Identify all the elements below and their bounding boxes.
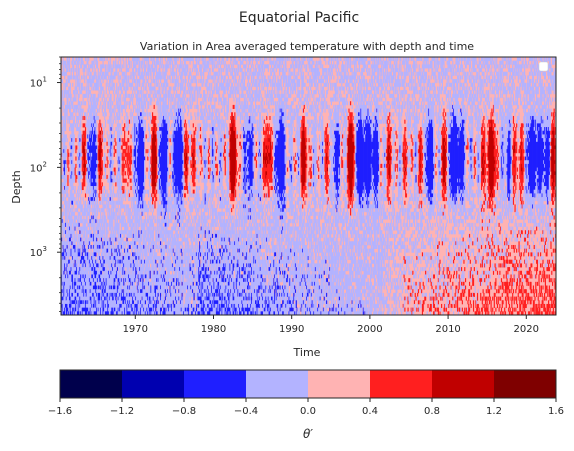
y-tick-label: 103	[30, 245, 47, 259]
colorbar: −1.6 −1.2 −0.8 −0.4 0.0 0.4 0.8 1.2 1.6	[48, 369, 564, 417]
legend-box	[538, 61, 549, 72]
y-axis: 101 102 103	[30, 56, 61, 312]
x-tick-label: 2000	[357, 324, 382, 335]
colorbar-segment	[308, 370, 371, 398]
colorbar-segment	[370, 370, 433, 398]
colorbar-segment	[122, 370, 185, 398]
y-tick-label: 102	[30, 160, 47, 174]
colorbar-segment	[184, 370, 247, 398]
colorbar-tick-label: −0.4	[234, 406, 258, 417]
x-tick-label: 1970	[123, 324, 148, 335]
y-tick-label: 101	[30, 76, 47, 90]
colorbar-tick-label: 1.2	[486, 406, 502, 417]
x-axis-label: Time	[293, 346, 321, 359]
heatmap-field	[61, 57, 556, 315]
figure-suptitle: Equatorial Pacific	[239, 10, 359, 26]
colorbar-segment	[494, 370, 557, 398]
plot-frame	[60, 56, 557, 316]
colorbar-segment	[60, 370, 123, 398]
colorbar-tick-label: −1.2	[110, 406, 134, 417]
colorbar-tick-label: 0.8	[424, 406, 440, 417]
x-tick-label: 2010	[435, 324, 460, 335]
x-axis: 1970 1980 1990 2000 2010 2020	[123, 315, 539, 335]
colorbar-segment	[246, 370, 309, 398]
colorbar-tick-label: 1.6	[548, 406, 564, 417]
x-tick-label: 1980	[201, 324, 226, 335]
x-tick-label: 1990	[279, 324, 304, 335]
colorbar-tick-label: 0.4	[362, 406, 378, 417]
colorbar-tick-label: 0.0	[300, 406, 316, 417]
y-axis-label: Depth	[10, 170, 23, 204]
colorbar-segment	[432, 370, 495, 398]
x-tick-label: 2020	[514, 324, 539, 335]
colorbar-tick-label: −0.8	[172, 406, 196, 417]
colorbar-tick-label: −1.6	[48, 406, 72, 417]
chart-title: Variation in Area averaged temperature w…	[140, 40, 474, 53]
colorbar-label: θ′	[303, 427, 313, 441]
